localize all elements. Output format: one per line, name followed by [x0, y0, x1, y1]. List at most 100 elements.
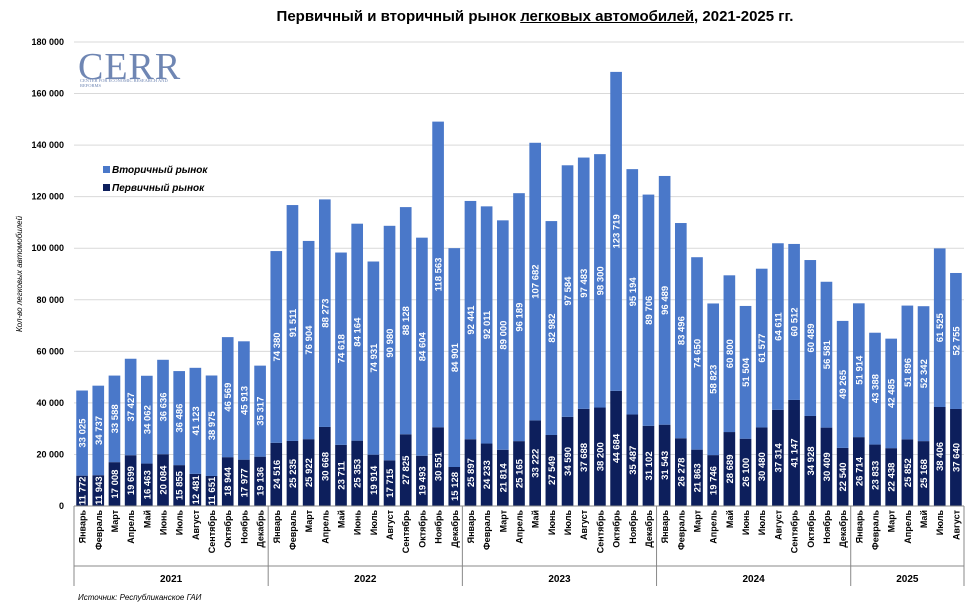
bar-primary-market	[561, 416, 574, 506]
data-label-secondary: 91 511	[288, 308, 299, 337]
data-label-secondary: 36 486	[175, 404, 186, 433]
bar-primary-market	[157, 454, 169, 506]
bar-secondary-market	[772, 243, 784, 410]
x-tick-label: Август	[385, 509, 395, 540]
x-tick-label: Апрель	[709, 510, 719, 544]
bar-secondary-market	[901, 305, 914, 440]
x-tick-label: Ноябрь	[822, 510, 832, 544]
x-tick-label: Апрель	[126, 510, 136, 544]
x-tick-label: Ноябрь	[239, 510, 249, 544]
data-label-primary: 34 590	[563, 447, 574, 476]
data-label-secondary: 41 123	[191, 406, 202, 435]
data-label-primary: 27 825	[401, 455, 412, 485]
bar-primary-market	[302, 439, 315, 506]
bar-primary-market	[788, 399, 800, 506]
bar-primary-market	[270, 442, 283, 506]
bar-primary-market	[933, 406, 946, 506]
bar-primary-market	[885, 448, 898, 506]
data-label-primary: 28 689	[725, 454, 736, 483]
bar-primary-market	[691, 449, 703, 506]
data-label-primary: 25 922	[304, 458, 315, 487]
bar-primary-market	[221, 457, 234, 506]
data-label-secondary: 76 904	[304, 325, 315, 355]
data-label-secondary: 56 581	[822, 339, 833, 369]
x-tick-label: Май	[919, 510, 929, 528]
bar-secondary-market	[480, 206, 493, 444]
year-label: 2022	[354, 574, 377, 585]
data-label-primary: 11 943	[94, 476, 105, 505]
data-label-secondary: 84 901	[450, 342, 461, 372]
data-label-secondary: 51 896	[903, 358, 914, 387]
y-tick-label: 140 000	[31, 140, 64, 150]
data-label-primary: 41 147	[790, 438, 801, 467]
title-part: , 2021-2025 гг.	[694, 8, 794, 25]
x-tick-label: Октябрь	[806, 510, 816, 548]
data-label-primary: 11 772	[78, 477, 89, 506]
bar-primary-market	[610, 390, 622, 506]
bar-primary-market	[642, 425, 655, 506]
legend-label: Первичный рынок	[112, 183, 205, 194]
bar-secondary-market	[157, 359, 169, 455]
data-label-primary: 17 977	[239, 468, 250, 497]
bar-primary-market	[351, 440, 364, 506]
data-label-secondary: 42 485	[887, 378, 898, 408]
x-tick-label: Сентябрь	[207, 510, 217, 554]
x-tick-label: Январь	[272, 510, 282, 544]
data-label-secondary: 61 525	[935, 312, 946, 342]
x-tick-label: Июнь	[547, 510, 557, 536]
bar-primary-market	[286, 440, 299, 506]
x-tick-label: Январь	[854, 510, 864, 544]
bar-primary-market	[496, 449, 509, 506]
y-tick-label: 100 000	[31, 243, 64, 253]
bar-secondary-market	[189, 367, 202, 474]
bar-primary-market	[464, 439, 477, 506]
data-label-secondary: 88 128	[401, 306, 412, 335]
cerr-logo: CERR CENTER FOR ECONOMIC RESEARCH AND RE…	[78, 48, 188, 94]
bar-secondary-market	[739, 305, 752, 439]
x-tick-label: Апрель	[903, 510, 913, 544]
x-tick-label: Август	[191, 509, 201, 540]
data-label-primary: 30 480	[757, 452, 768, 481]
data-label-secondary: 38 975	[207, 410, 218, 440]
data-label-primary: 22 540	[838, 462, 849, 491]
x-tick-label: Май	[337, 510, 347, 528]
x-tick-label: Ноябрь	[434, 510, 444, 544]
legend-label: Вторичный рынок	[112, 165, 208, 176]
data-label-primary: 31 102	[644, 451, 655, 480]
data-label-primary: 30 409	[822, 452, 833, 481]
data-label-primary: 34 928	[806, 446, 817, 475]
bar-primary-market	[448, 467, 461, 506]
x-tick-label: Март	[110, 509, 120, 532]
bar-secondary-market	[594, 154, 606, 408]
bar-primary-market	[577, 408, 590, 506]
data-label-secondary: 97 584	[563, 276, 574, 306]
x-tick-label: Сентябрь	[790, 510, 800, 554]
bar-primary-market	[529, 420, 542, 506]
x-tick-label: Февраль	[482, 510, 492, 550]
bar-secondary-market	[367, 261, 380, 455]
data-label-primary: 21 863	[693, 463, 704, 492]
data-label-secondary: 97 483	[579, 269, 590, 298]
bar-secondary-market	[383, 225, 396, 461]
legend-swatch	[103, 184, 110, 191]
bar-secondary-market	[529, 142, 542, 421]
x-tick-label: Август	[951, 509, 961, 540]
data-label-primary: 31 543	[660, 451, 671, 480]
x-tick-label: Декабрь	[256, 510, 266, 548]
data-label-primary: 25 168	[919, 459, 930, 488]
y-axis-label: Кол-во легковых автомобилей	[15, 215, 24, 332]
bar-primary-market	[739, 438, 752, 506]
bar-primary-market	[674, 438, 687, 506]
y-tick-label: 80 000	[36, 295, 64, 305]
bar-primary-market	[108, 462, 121, 506]
y-tick-label: 60 000	[36, 346, 64, 356]
x-tick-label: Июль	[757, 510, 767, 536]
bar-primary-market	[367, 454, 380, 506]
bar-secondary-market	[577, 157, 590, 409]
x-tick-label: Август	[773, 509, 783, 540]
bar-secondary-market	[642, 194, 655, 426]
data-label-primary: 24 516	[272, 460, 283, 489]
data-label-secondary: 49 265	[838, 369, 849, 399]
bar-secondary-market	[416, 237, 428, 456]
data-label-primary: 38 406	[935, 442, 946, 471]
